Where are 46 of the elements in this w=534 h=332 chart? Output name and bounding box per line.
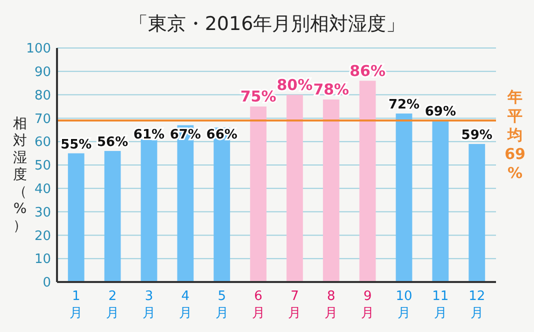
data-label: 59% — [461, 128, 492, 143]
x-tick-label: 12月 — [468, 289, 486, 321]
x-tick-label: 6月 — [252, 289, 265, 321]
y-tick-label: 30 — [34, 205, 51, 220]
y-tick-label: 50 — [34, 158, 51, 174]
y-tick-label: 40 — [34, 182, 51, 197]
x-tick-label: 8月 — [324, 289, 338, 321]
y-tick-label: 10 — [34, 252, 51, 268]
data-label: 72% — [388, 98, 420, 113]
data-label: 56% — [96, 134, 128, 150]
bar — [68, 153, 84, 282]
x-tick-label: 4月 — [178, 289, 192, 321]
y-tick-label: 20 — [34, 228, 51, 244]
x-tick-label: 2月 — [106, 289, 120, 321]
bar — [396, 114, 412, 282]
bar — [140, 139, 158, 282]
y-tick-label: 100 — [26, 42, 51, 57]
x-tick-label: 5月 — [215, 289, 228, 321]
y-tick-label: 0 — [42, 276, 51, 291]
data-label: 69% — [424, 104, 456, 120]
x-tick-label: 7月 — [288, 289, 302, 321]
x-tick-label: 9月 — [361, 289, 374, 321]
bar — [322, 99, 340, 282]
bar — [432, 120, 449, 282]
bar — [250, 106, 266, 282]
y-tick-label: 70 — [34, 112, 51, 127]
x-tick-label: 1月 — [70, 289, 83, 321]
data-label: 55% — [60, 137, 92, 152]
x-tick-label: 11月 — [432, 289, 449, 321]
y-tick-label: 80 — [34, 88, 51, 104]
x-tick-label: 10月 — [396, 289, 412, 321]
bar — [104, 150, 121, 282]
data-label: 80% — [276, 76, 313, 94]
chart-title: 「東京・2016年月別相対湿度」 — [128, 13, 406, 35]
ref-line-label: 年平均69% — [504, 88, 526, 182]
data-label: 75% — [240, 88, 276, 106]
data-label: 61% — [133, 128, 165, 143]
bar — [468, 144, 486, 282]
data-label: 86% — [350, 62, 386, 80]
y-tick-label: 60 — [34, 135, 51, 150]
bar — [359, 80, 376, 282]
data-label: 78% — [313, 80, 350, 98]
y-tick-label: 90 — [34, 64, 51, 80]
y-axis-title: 相対湿度（%） — [13, 116, 27, 234]
x-tick-label: 3月 — [142, 289, 156, 321]
bar — [286, 94, 303, 282]
